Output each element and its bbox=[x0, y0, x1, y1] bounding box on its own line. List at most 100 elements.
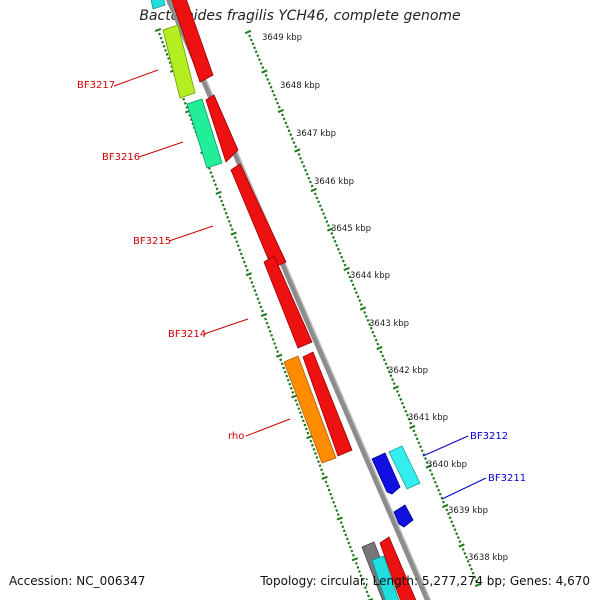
gene-label-bf3215[interactable]: BF3215 bbox=[133, 236, 171, 247]
ring-tick bbox=[432, 476, 436, 480]
ring-tick bbox=[369, 326, 373, 330]
ring-tick bbox=[430, 472, 434, 476]
gene-box-cyan-bottom[interactable] bbox=[371, 555, 400, 600]
gene-label-bf3214[interactable]: BF3214 bbox=[168, 329, 206, 340]
gene-arrow-forward[interactable] bbox=[170, 0, 214, 83]
gene-box-rho[interactable] bbox=[283, 355, 337, 464]
inner-tick-ring bbox=[244, 29, 482, 588]
ring-tick bbox=[315, 196, 319, 200]
ring-tick bbox=[212, 179, 216, 183]
ring-tick bbox=[341, 525, 345, 529]
ring-tick bbox=[348, 545, 352, 549]
gene-label-bf3212[interactable]: BF3212 bbox=[470, 431, 508, 442]
ring-tick bbox=[425, 461, 429, 464]
ring-tick bbox=[412, 429, 416, 433]
ring-tick bbox=[208, 167, 211, 170]
ring-tick bbox=[428, 469, 432, 472]
ring-tick bbox=[347, 541, 351, 545]
gene-arrow-bf3211[interactable] bbox=[393, 504, 414, 528]
ring-tick bbox=[342, 529, 346, 533]
ring-tick bbox=[441, 503, 449, 509]
backbone-shadow bbox=[170, 0, 432, 600]
ring-tick bbox=[391, 378, 395, 382]
ring-tick bbox=[270, 333, 273, 337]
ring-tick bbox=[245, 272, 253, 277]
ring-tick bbox=[269, 85, 273, 89]
ruler-tick-label: 3638 kbp bbox=[468, 553, 508, 563]
ruler-tick-label: 3647 kbp bbox=[296, 129, 336, 139]
gene-arrow-reverse[interactable] bbox=[371, 452, 401, 495]
ring-tick bbox=[259, 62, 263, 66]
ring-tick bbox=[351, 553, 355, 557]
ring-tick bbox=[158, 32, 161, 36]
gene-label-bf3216[interactable]: BF3216 bbox=[102, 152, 140, 163]
ring-tick bbox=[350, 549, 354, 553]
ring-tick bbox=[264, 74, 268, 77]
ring-tick bbox=[308, 180, 312, 184]
ring-tick bbox=[290, 137, 294, 141]
gene-box-top-cyan[interactable] bbox=[150, 0, 166, 10]
ring-tick bbox=[223, 207, 227, 211]
ring-tick bbox=[368, 322, 372, 326]
ring-tick bbox=[256, 297, 260, 301]
ring-tick bbox=[245, 268, 249, 272]
ring-tick bbox=[230, 228, 234, 231]
ring-tick bbox=[330, 232, 334, 235]
ring-tick bbox=[473, 575, 477, 579]
ring-tick bbox=[267, 81, 271, 85]
gene-arrow-forward[interactable] bbox=[302, 351, 353, 457]
gene-box-bf3212[interactable] bbox=[388, 445, 421, 490]
gene-leader-line bbox=[203, 318, 249, 335]
gene-box-bf3217[interactable] bbox=[162, 24, 196, 99]
gene-label-rho[interactable]: rho bbox=[228, 431, 244, 442]
ring-tick bbox=[409, 424, 416, 430]
ring-tick bbox=[366, 318, 370, 322]
ring-tick bbox=[259, 305, 263, 309]
ring-tick bbox=[329, 492, 333, 496]
ring-tick bbox=[279, 358, 283, 362]
ring-tick bbox=[392, 382, 396, 385]
ring-tick bbox=[404, 409, 408, 413]
ring-tick bbox=[313, 192, 317, 196]
ring-tick bbox=[277, 105, 281, 109]
ring-tick bbox=[291, 394, 298, 399]
gene-label-bf3211[interactable]: BF3211 bbox=[488, 473, 526, 484]
ring-tick bbox=[303, 423, 307, 427]
ring-tick bbox=[338, 251, 342, 255]
ring-tick bbox=[320, 208, 324, 212]
ring-tick bbox=[414, 433, 418, 437]
ring-tick bbox=[407, 417, 411, 421]
ring-tick bbox=[359, 574, 363, 577]
ring-tick bbox=[402, 405, 406, 409]
gene-arrow-forward[interactable] bbox=[379, 536, 420, 600]
ring-tick bbox=[382, 358, 386, 362]
ring-tick bbox=[340, 255, 344, 259]
ring-tick bbox=[362, 582, 366, 586]
ring-tick bbox=[364, 314, 368, 318]
ring-tick bbox=[165, 53, 169, 56]
gene-arrow-forward[interactable] bbox=[263, 255, 313, 349]
ring-tick bbox=[326, 227, 334, 232]
ring-tick bbox=[400, 401, 404, 405]
ring-tick bbox=[288, 382, 292, 386]
ring-tick bbox=[253, 289, 257, 292]
ring-tick bbox=[335, 243, 339, 247]
ring-tick bbox=[254, 50, 258, 54]
ring-tick bbox=[409, 421, 413, 425]
gene-box-bf3216[interactable] bbox=[186, 98, 223, 169]
ring-tick bbox=[267, 325, 270, 329]
gene-arrow-forward[interactable] bbox=[230, 163, 287, 269]
ruler-tick-label: 3649 kbp bbox=[262, 33, 302, 43]
outer-tick-ring bbox=[154, 28, 374, 600]
gene-label-bf3217[interactable]: BF3217 bbox=[77, 80, 115, 91]
ring-tick bbox=[230, 231, 237, 236]
ring-tick bbox=[354, 291, 358, 295]
ring-tick bbox=[312, 447, 316, 451]
ring-tick bbox=[327, 488, 331, 492]
ring-tick bbox=[273, 342, 277, 345]
ring-tick bbox=[233, 236, 237, 240]
ring-tick bbox=[392, 385, 400, 390]
gene-arrow-forward[interactable] bbox=[205, 94, 239, 163]
gene-features[interactable] bbox=[150, 0, 421, 600]
